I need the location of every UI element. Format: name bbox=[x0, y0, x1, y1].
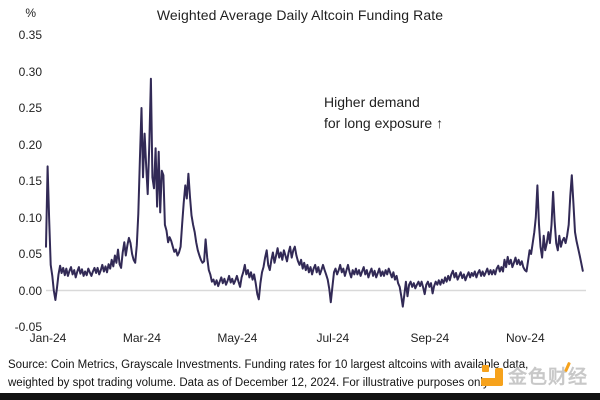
x-tick-label: Jan-24 bbox=[29, 331, 67, 345]
y-tick-label: 0.20 bbox=[18, 137, 42, 152]
y-tick-label: 0.10 bbox=[18, 210, 42, 225]
y-tick-label: 0.25 bbox=[18, 101, 42, 115]
x-tick-label: Sep-24 bbox=[410, 331, 450, 345]
chart-title: Weighted Average Daily Altcoin Funding R… bbox=[156, 7, 444, 23]
jinse-logo-icon bbox=[481, 364, 503, 386]
bottom-divider-bar bbox=[0, 393, 600, 400]
x-tick-label: Mar-24 bbox=[122, 331, 161, 345]
annotation-line-1: Higher demand bbox=[324, 94, 420, 110]
watermark-text: 金色财经 bbox=[508, 366, 589, 388]
y-tick-label: 0.30 bbox=[18, 64, 42, 79]
y-tick-label: 0.00 bbox=[18, 283, 42, 298]
annotation-line-2: for long exposure ↑ bbox=[324, 115, 444, 131]
y-axis-unit-label: % bbox=[25, 6, 36, 20]
y-tick-label: 0.05 bbox=[18, 247, 42, 261]
source-note: Source: Coin Metrics, Grayscale Investme… bbox=[8, 357, 596, 392]
y-tick-label: -0.05 bbox=[14, 320, 42, 334]
x-tick-label: Nov-24 bbox=[505, 331, 545, 345]
source-line-1: Source: Coin Metrics, Grayscale Investme… bbox=[8, 359, 529, 371]
x-tick-label: Jul-24 bbox=[316, 331, 350, 345]
y-tick-label: 0.15 bbox=[18, 174, 42, 188]
y-tick-label: 0.35 bbox=[18, 28, 42, 42]
x-tick-label: May-24 bbox=[217, 331, 258, 345]
source-line-2: weighted by spot trading volume. Data as… bbox=[8, 376, 492, 389]
funding-rate-series-line bbox=[45, 77, 584, 308]
jinse-finance-watermark: 金色财经 bbox=[481, 360, 599, 390]
chart-annotation: Higher demand for long exposure ↑ bbox=[324, 92, 443, 134]
